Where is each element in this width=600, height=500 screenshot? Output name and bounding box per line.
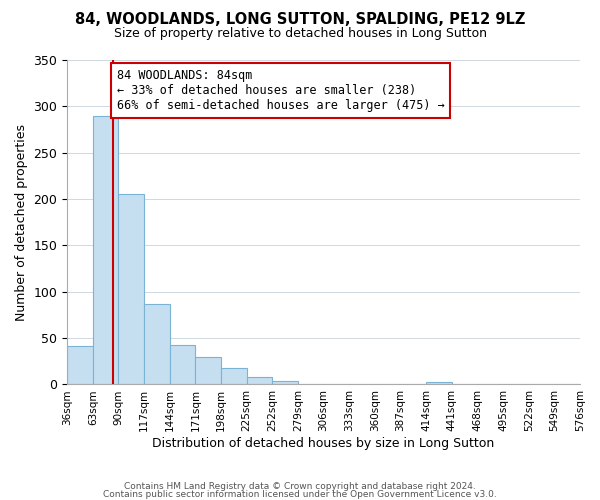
Bar: [93, 116, 118, 384]
Text: Contains HM Land Registry data © Crown copyright and database right 2024.: Contains HM Land Registry data © Crown c…: [124, 482, 476, 491]
Bar: [221, 368, 247, 384]
Bar: [144, 304, 170, 384]
Text: Contains public sector information licensed under the Open Government Licence v3: Contains public sector information licen…: [103, 490, 497, 499]
Bar: [272, 381, 298, 384]
Y-axis label: Number of detached properties: Number of detached properties: [15, 124, 28, 320]
Text: 84 WOODLANDS: 84sqm
← 33% of detached houses are smaller (238)
66% of semi-detac: 84 WOODLANDS: 84sqm ← 33% of detached ho…: [116, 70, 444, 112]
Bar: [426, 382, 452, 384]
X-axis label: Distribution of detached houses by size in Long Sutton: Distribution of detached houses by size …: [152, 437, 495, 450]
Bar: [67, 346, 93, 385]
Bar: [118, 194, 144, 384]
Text: Size of property relative to detached houses in Long Sutton: Size of property relative to detached ho…: [113, 28, 487, 40]
Bar: [170, 344, 196, 385]
Text: 84, WOODLANDS, LONG SUTTON, SPALDING, PE12 9LZ: 84, WOODLANDS, LONG SUTTON, SPALDING, PE…: [75, 12, 525, 28]
Bar: [247, 377, 272, 384]
Bar: [196, 356, 221, 384]
